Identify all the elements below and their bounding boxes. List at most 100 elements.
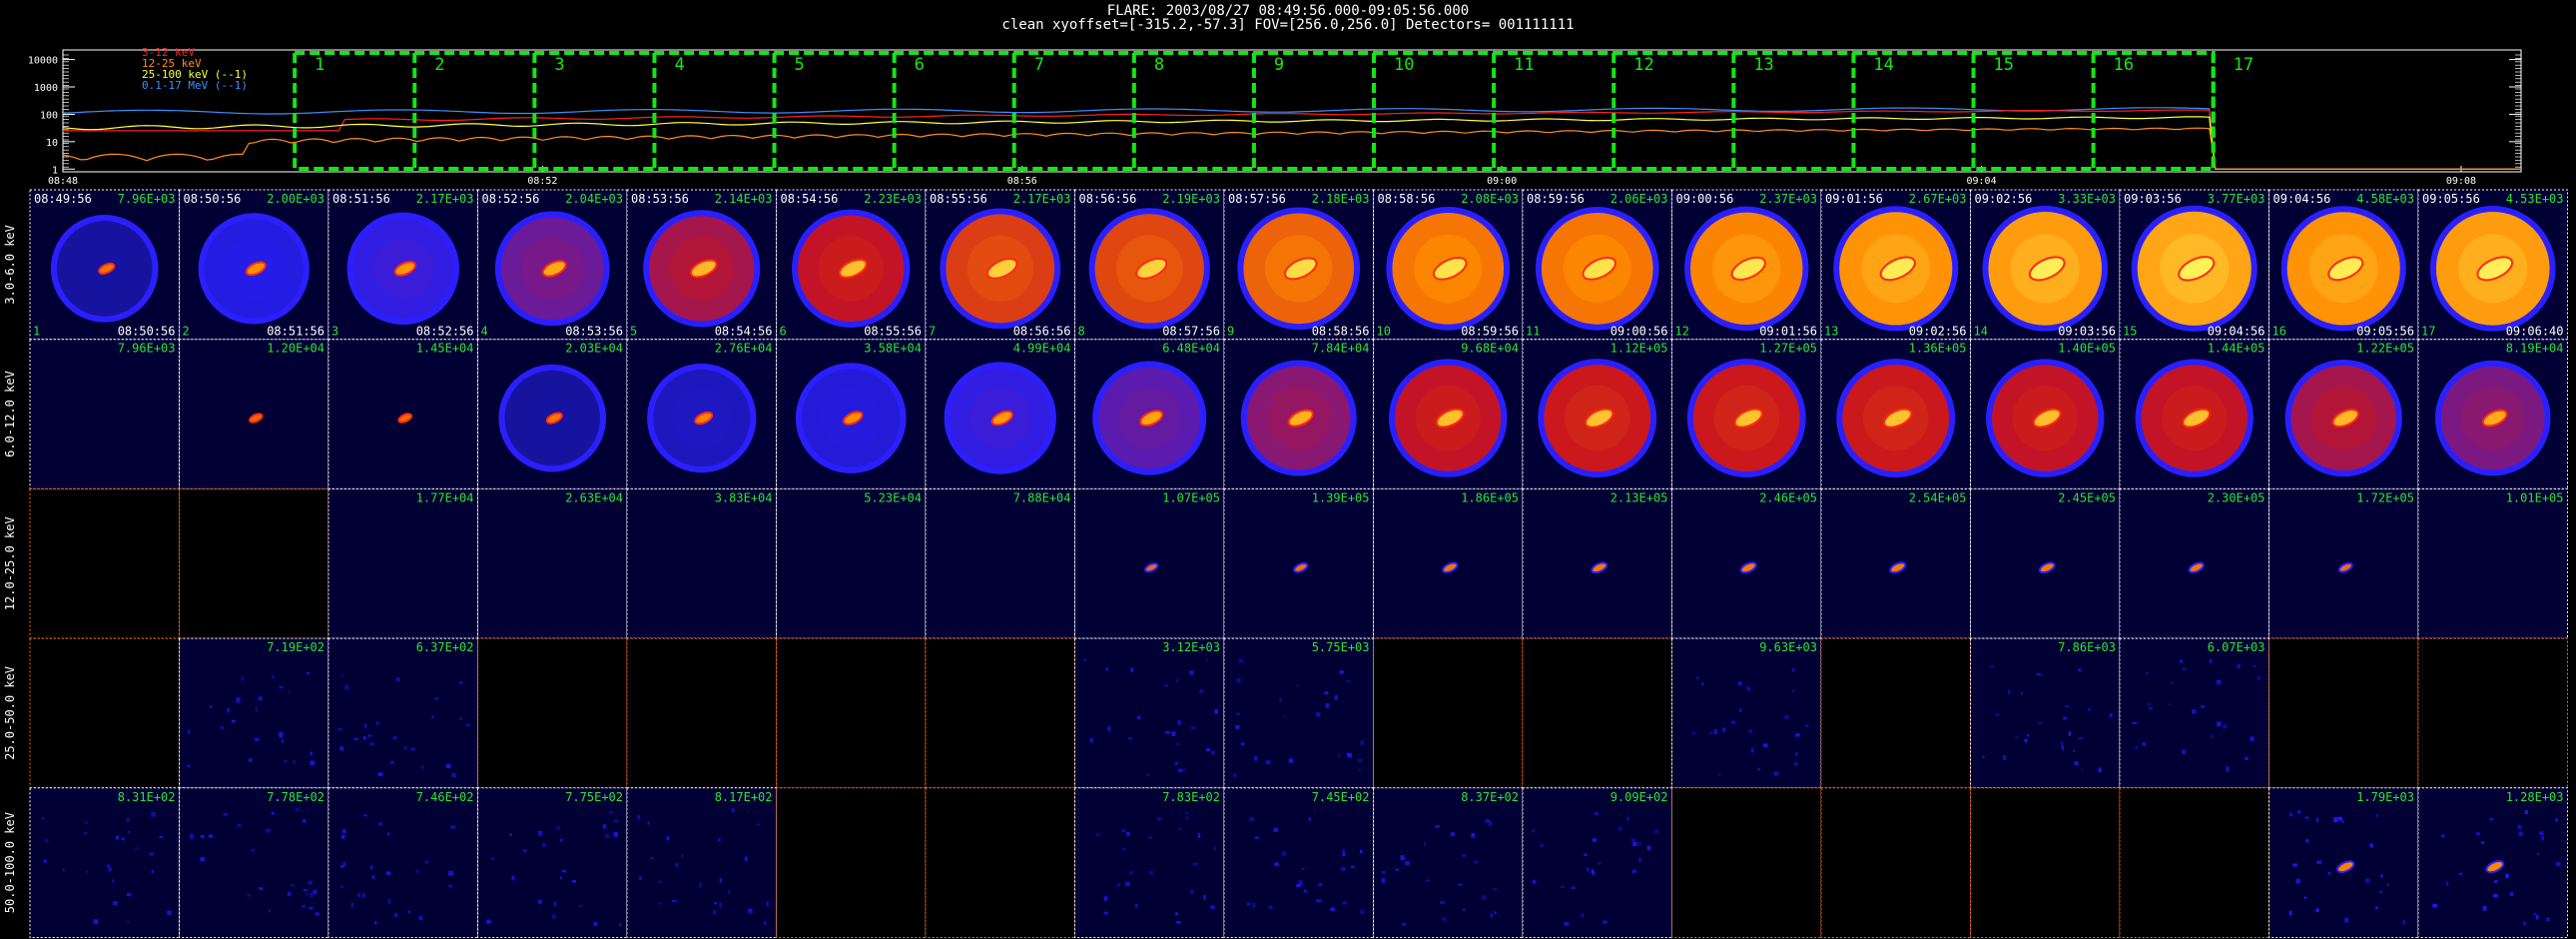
panel-max-value: 1.12E+05 [1610, 342, 1668, 356]
noise-speckle [1105, 667, 1109, 672]
image-panel: 5.23E+04 [776, 487, 927, 639]
noise-speckle [1626, 816, 1630, 822]
noise-speckle [309, 906, 314, 910]
noise-speckle [302, 819, 307, 823]
panel-interval-number: 9 [1227, 325, 1234, 339]
noise-speckle [113, 901, 118, 906]
image-panel-frame [179, 339, 329, 489]
panel-max-value: 7.75E+02 [565, 790, 623, 804]
noise-speckle [1249, 816, 1254, 821]
image-panel: 1.28E+03 [2417, 787, 2568, 938]
noise-speckle [1591, 869, 1595, 874]
noise-speckle [1177, 720, 1181, 725]
noise-speckle [2480, 841, 2485, 844]
panel-interval-number: 11 [1526, 325, 1540, 339]
image-panel [1820, 787, 1971, 938]
noise-speckle [511, 875, 515, 881]
noise-speckle [2074, 761, 2079, 766]
noise-speckle [1205, 658, 1208, 662]
noise-speckle [2296, 810, 2301, 814]
noise-speckle [2337, 816, 2342, 821]
noise-speckle [363, 814, 367, 817]
image-panel: 2.14E+03 08:53:56 08:54:56 5 [626, 189, 777, 341]
image-panel: 1.12E+05 [1522, 339, 1672, 489]
noise-speckle [553, 901, 557, 907]
noise-speckle [713, 910, 716, 915]
noise-speckle [2489, 817, 2494, 821]
flare-source [694, 411, 714, 426]
noise-speckle [1494, 911, 1497, 915]
noise-speckle [200, 834, 205, 838]
noise-speckle [756, 823, 760, 826]
image-panel-frame [29, 339, 180, 489]
noise-speckle [1584, 853, 1588, 856]
panel-max-value: 2.17E+03 [1013, 192, 1071, 206]
noise-speckle [1190, 889, 1194, 894]
noise-speckle [2536, 852, 2540, 856]
noise-speckle [431, 715, 434, 719]
panel-start-time: 08:52:56 [482, 192, 540, 206]
panel-max-value: 2.17E+03 [416, 192, 474, 206]
time-interval-number: 2 [434, 55, 444, 75]
panel-interval-number: 10 [1377, 325, 1391, 339]
curve-25-100-kev [62, 116, 2521, 170]
image-panel-frame [626, 487, 777, 639]
noise-speckle [2072, 749, 2076, 752]
noise-speckle [1288, 758, 1294, 763]
noise-speckle [2365, 878, 2370, 883]
noise-speckle [308, 880, 313, 885]
noise-speckle [1784, 715, 1789, 720]
noise-speckle [387, 832, 390, 836]
panel-interval-number: 12 [1675, 325, 1689, 339]
lightcurve-y-tick-label: 1 [52, 165, 58, 176]
flare-source [1585, 408, 1614, 429]
noise-speckle [149, 852, 155, 856]
panel-max-value: 3.58E+04 [864, 342, 922, 356]
panel-max-value: 1.27E+05 [1759, 342, 1817, 356]
image-panel: 7.96E+03 [29, 339, 180, 489]
lightcurve-y-tick-label: 100 [40, 110, 58, 121]
lightcurve-x-tick-label: 09:00 [1487, 176, 1517, 187]
image-panel-frame [626, 787, 777, 938]
noise-speckle [458, 681, 463, 684]
noise-speckle [126, 817, 131, 822]
noise-speckle [658, 902, 663, 905]
noise-speckle [1450, 832, 1455, 837]
noise-speckle [731, 807, 735, 813]
noise-speckle [714, 901, 717, 905]
image-panel: 2.04E+03 08:52:56 08:53:56 4 [477, 189, 628, 341]
noise-speckle [1103, 896, 1108, 901]
noise-speckle [421, 764, 424, 770]
flare-source [1582, 257, 1617, 281]
image-panel-frame [2268, 637, 2419, 789]
noise-speckle [1210, 905, 1215, 910]
panel-max-value: 2.67E+03 [1909, 192, 1967, 206]
panel-max-value: 2.45E+05 [2058, 490, 2116, 504]
noise-speckle [698, 882, 702, 888]
noise-speckle [1718, 773, 1721, 776]
noise-speckle [2517, 824, 2522, 829]
noise-speckle [2315, 908, 2319, 913]
noise-speckle [1176, 742, 1181, 746]
noise-speckle [604, 833, 610, 839]
noise-speckle [363, 723, 367, 728]
noise-speckle [1334, 694, 1338, 700]
noise-speckle [2458, 872, 2463, 876]
noise-speckle [1347, 752, 1353, 758]
image-panel-frame [1373, 637, 1524, 789]
flare-source [393, 261, 416, 277]
noise-speckle [1540, 843, 1544, 848]
noise-speckle [1791, 689, 1795, 693]
noise-speckle [490, 857, 495, 860]
noise-speckle [1400, 855, 1405, 861]
time-interval-number: 6 [915, 55, 925, 75]
noise-speckle [537, 831, 543, 836]
panel-max-value: 9.68E+04 [1461, 342, 1519, 356]
noise-speckle [357, 893, 361, 897]
noise-speckle [2518, 831, 2523, 836]
image-panel: 7.45E+02 [1223, 787, 1374, 938]
noise-speckle [764, 921, 767, 925]
noise-speckle [2341, 820, 2344, 823]
noise-speckle [613, 832, 618, 837]
noise-speckle [2078, 668, 2082, 672]
